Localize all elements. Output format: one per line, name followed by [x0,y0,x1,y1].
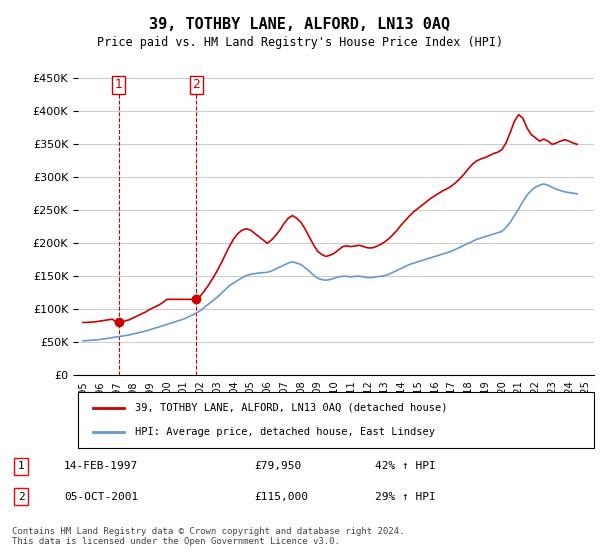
Text: 2: 2 [192,78,200,91]
Text: 05-OCT-2001: 05-OCT-2001 [64,492,138,502]
Text: Price paid vs. HM Land Registry's House Price Index (HPI): Price paid vs. HM Land Registry's House … [97,36,503,49]
FancyBboxPatch shape [78,392,594,448]
Text: 1: 1 [18,461,25,472]
Text: £115,000: £115,000 [254,492,308,502]
Text: Contains HM Land Registry data © Crown copyright and database right 2024.
This d: Contains HM Land Registry data © Crown c… [12,526,404,546]
Text: 39, TOTHBY LANE, ALFORD, LN13 0AQ (detached house): 39, TOTHBY LANE, ALFORD, LN13 0AQ (detac… [135,403,447,413]
Text: £79,950: £79,950 [254,461,301,472]
Text: HPI: Average price, detached house, East Lindsey: HPI: Average price, detached house, East… [135,427,435,437]
Text: 42% ↑ HPI: 42% ↑ HPI [375,461,436,472]
Text: 39, TOTHBY LANE, ALFORD, LN13 0AQ: 39, TOTHBY LANE, ALFORD, LN13 0AQ [149,17,451,32]
Text: 29% ↑ HPI: 29% ↑ HPI [375,492,436,502]
Text: 1: 1 [115,78,122,91]
Text: 2: 2 [18,492,25,502]
Text: 14-FEB-1997: 14-FEB-1997 [64,461,138,472]
